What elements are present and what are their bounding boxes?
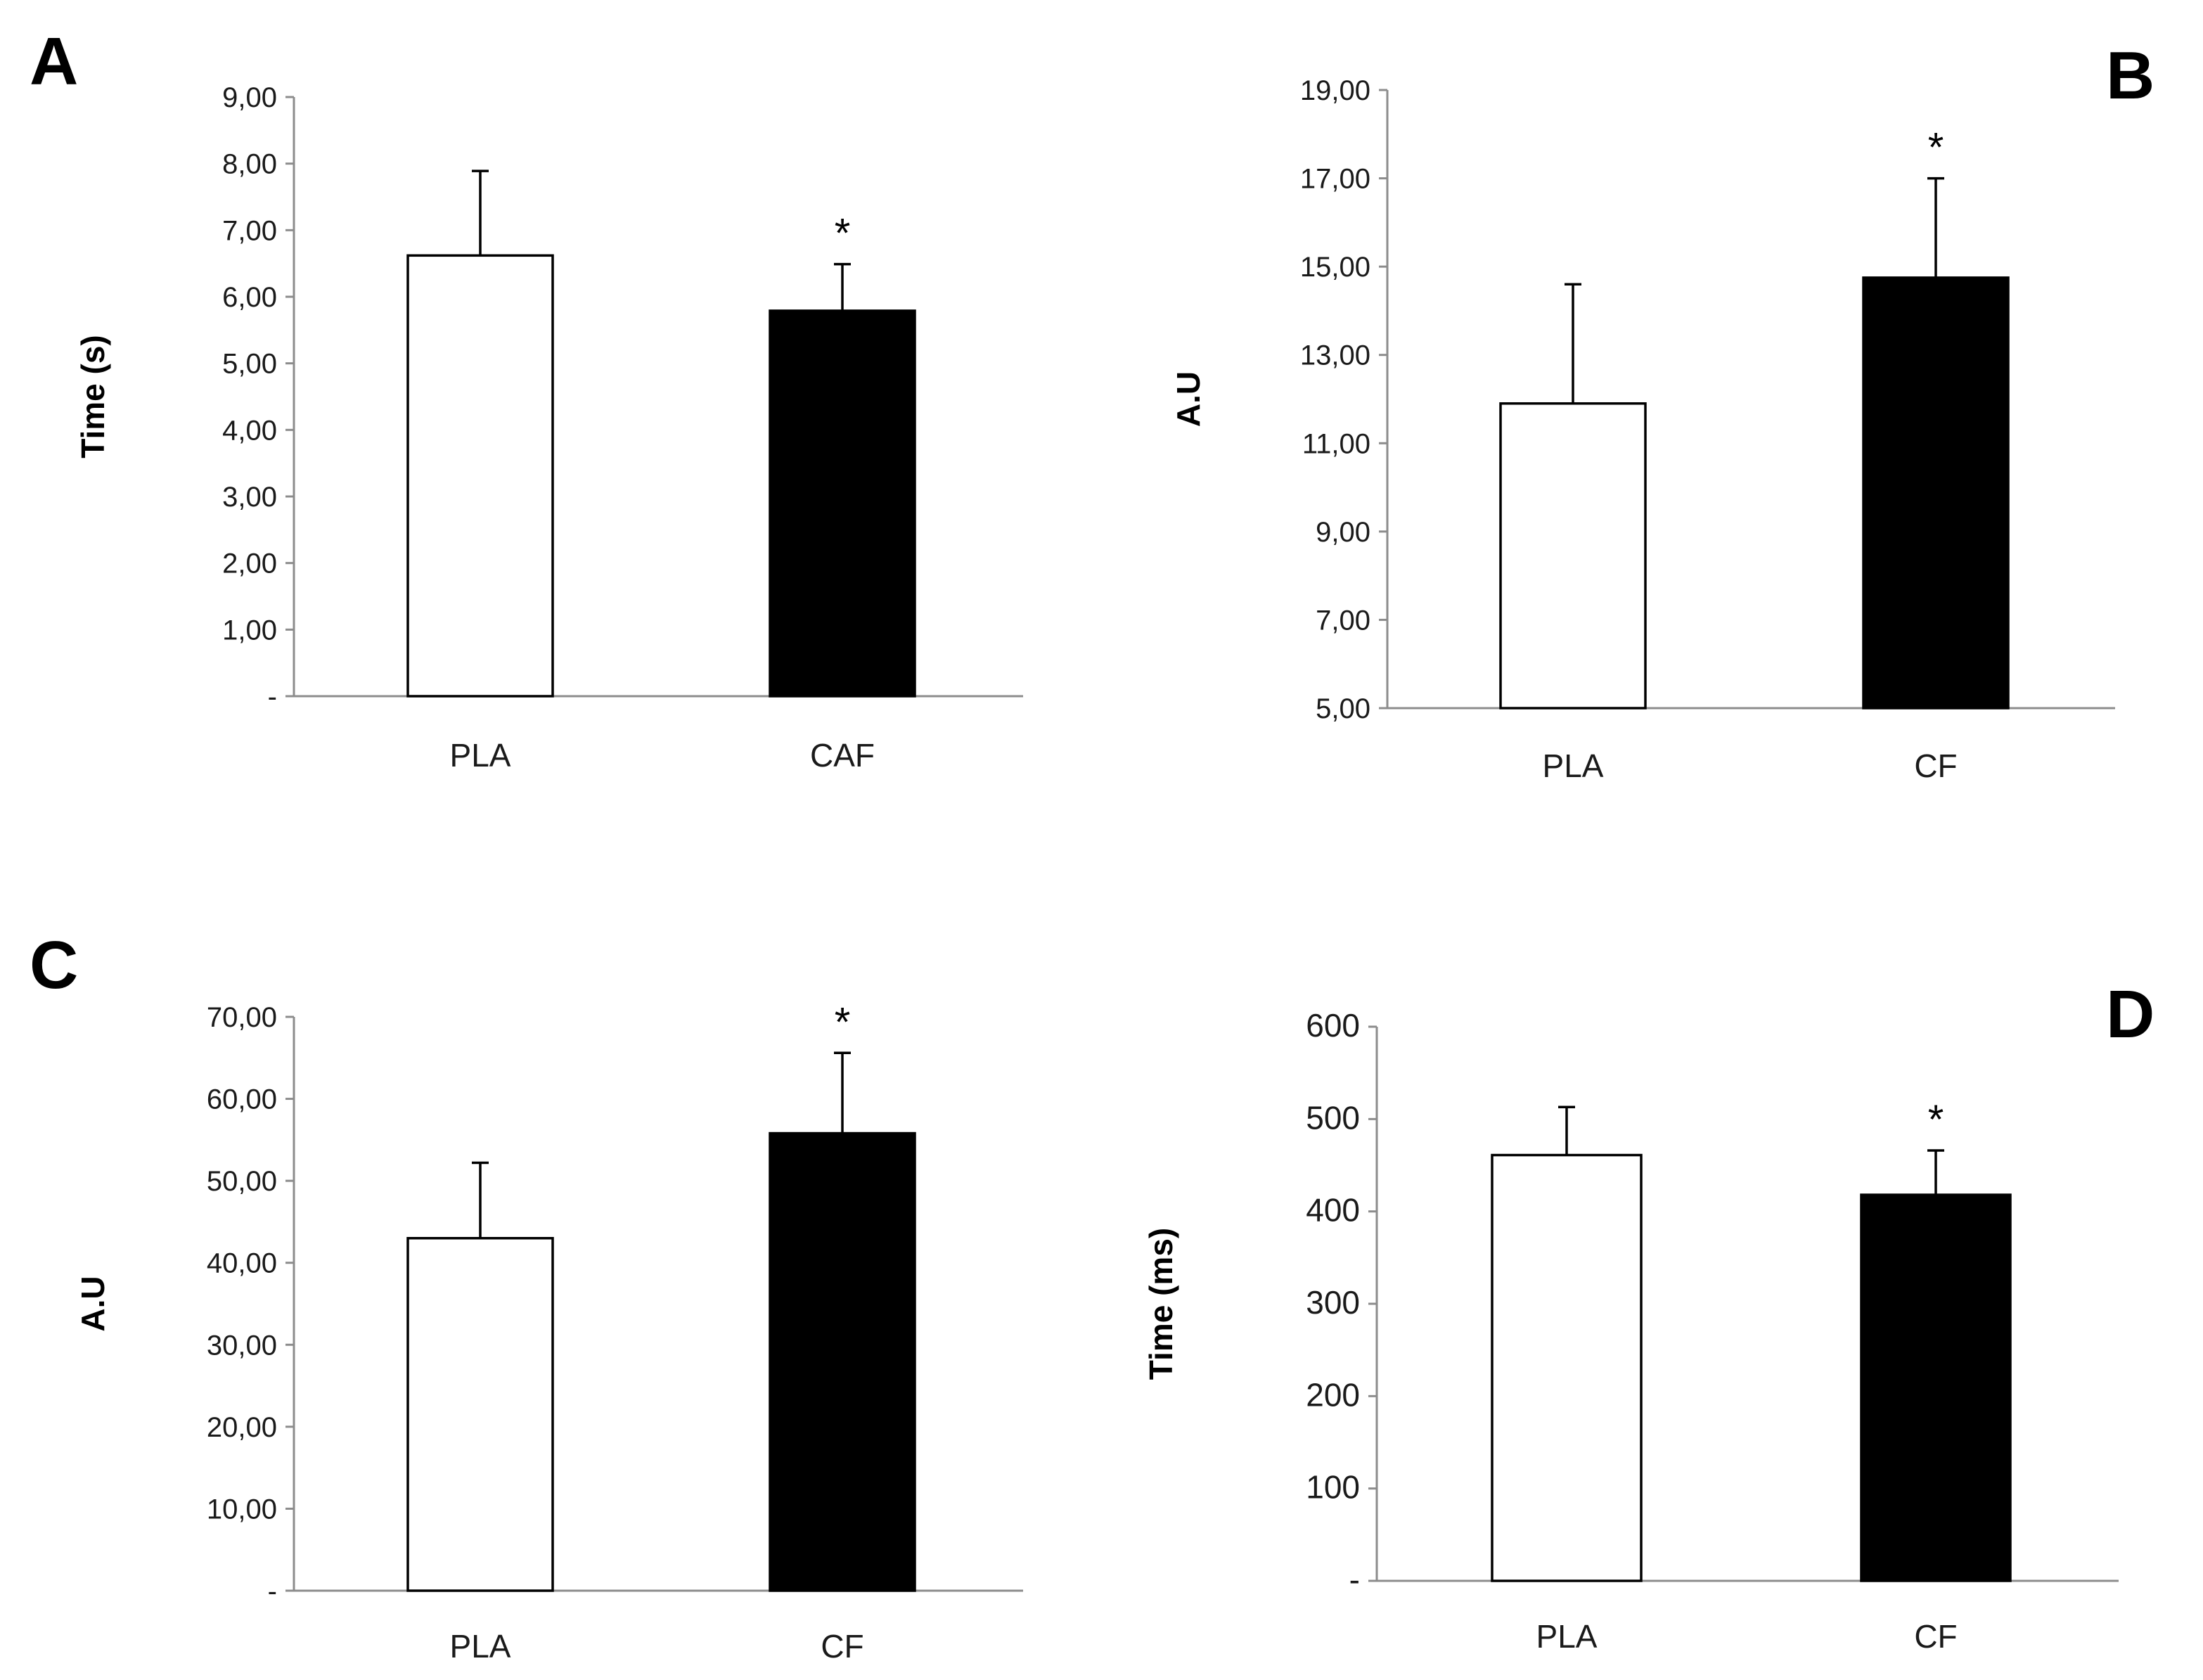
panel-d-plot: - 100 200 300 400 500 600 Time (ms) PLA CF * xyxy=(1143,1007,2119,1655)
y-tick-label: 20,00 xyxy=(207,1412,277,1443)
y-tick-label: 17,00 xyxy=(1300,164,1370,195)
bar-cf xyxy=(769,1131,916,1592)
y-tick-label: - xyxy=(268,1576,277,1607)
y-tick-label: 4,00 xyxy=(222,415,277,446)
panel-a-plot: - 1,00 2,00 3,00 4,00 5,00 6,00 7,00 8,00 9,00 Tim… xyxy=(75,82,1023,774)
y-tick-label: 9,00 xyxy=(222,82,277,113)
panel-b: B xyxy=(2106,38,2154,113)
panel-a: A xyxy=(30,24,78,99)
panel-letter-c: C xyxy=(30,928,78,1003)
bar-pla xyxy=(406,1236,554,1592)
y-tick-label: 30,00 xyxy=(207,1330,277,1361)
y-tick-label: 200 xyxy=(1306,1376,1360,1413)
y-tick-label: 7,00 xyxy=(1316,605,1370,636)
panel-c-plot: - 10,00 20,00 30,00 40,00 50,00 60,00 70,00 A.U P… xyxy=(75,999,1023,1665)
bar-pla xyxy=(1491,1153,1643,1582)
y-tick-label: 6,00 xyxy=(222,282,277,313)
x-category-label: CF xyxy=(1914,748,1957,784)
x-category-label: PLA xyxy=(1536,1618,1598,1655)
y-tick-label: 11,00 xyxy=(1302,428,1370,459)
panel-letter-a: A xyxy=(30,24,78,99)
y-tick-label: 9,00 xyxy=(1316,517,1370,548)
y-tick-label: 70,00 xyxy=(207,1002,277,1033)
bar-pla xyxy=(406,254,554,698)
x-category-label: CF xyxy=(821,1628,863,1665)
panel-letter-b: B xyxy=(2106,38,2154,113)
x-category-label: CF xyxy=(1914,1618,1957,1655)
y-tick-label: 50,00 xyxy=(207,1166,277,1197)
y-tick-label: 15,00 xyxy=(1300,252,1370,283)
y-axis-title: Time (ms) xyxy=(1143,1228,1179,1380)
y-tick-label: 40,00 xyxy=(207,1248,277,1279)
y-tick-label: 8,00 xyxy=(222,149,277,180)
bar-caf xyxy=(769,309,916,698)
x-category-label: PLA xyxy=(450,737,511,774)
x-category-label: CAF xyxy=(810,737,875,774)
y-tick-label: - xyxy=(268,681,277,712)
panel-d: D xyxy=(2106,977,2154,1052)
significance-marker: * xyxy=(1928,125,1944,171)
significance-marker: * xyxy=(835,999,851,1045)
y-tick-label: 13,00 xyxy=(1300,340,1370,371)
y-tick-label: 100 xyxy=(1306,1469,1360,1506)
y-tick-label: 5,00 xyxy=(1316,693,1370,724)
y-tick-label: 500 xyxy=(1306,1099,1360,1136)
y-tick-label: 60,00 xyxy=(207,1084,277,1115)
panel-b-plot: 5,00 7,00 9,00 11,00 13,00 15,00 17,00 19,00 A.U… xyxy=(1170,75,2115,784)
y-tick-label: 2,00 xyxy=(222,549,277,579)
y-tick-label: 5,00 xyxy=(222,349,277,380)
y-tick-label: 19,00 xyxy=(1300,75,1370,106)
bar-pla xyxy=(1499,402,1647,710)
y-tick-label: 400 xyxy=(1306,1192,1360,1229)
y-tick-label: 300 xyxy=(1306,1284,1360,1321)
panel-c: C xyxy=(30,928,78,1003)
y-tick-label: 600 xyxy=(1306,1007,1360,1044)
y-tick-label: 7,00 xyxy=(222,215,277,246)
y-tick-label: - xyxy=(1349,1561,1360,1598)
significance-marker: * xyxy=(835,211,851,257)
y-axis-title: A.U xyxy=(1170,371,1207,427)
y-tick-label: 10,00 xyxy=(207,1494,277,1525)
significance-marker: * xyxy=(1928,1097,1944,1143)
bar-cf xyxy=(1862,276,2010,710)
panel-letter-d: D xyxy=(2106,977,2154,1052)
x-category-label: PLA xyxy=(1543,748,1604,784)
y-tick-label: 1,00 xyxy=(222,615,277,646)
x-category-label: PLA xyxy=(450,1628,511,1665)
y-axis-title: Time (s) xyxy=(75,335,111,459)
y-tick-label: 3,00 xyxy=(222,482,277,513)
bar-cf xyxy=(1860,1193,2012,1582)
y-axis-title: A.U xyxy=(75,1276,111,1331)
